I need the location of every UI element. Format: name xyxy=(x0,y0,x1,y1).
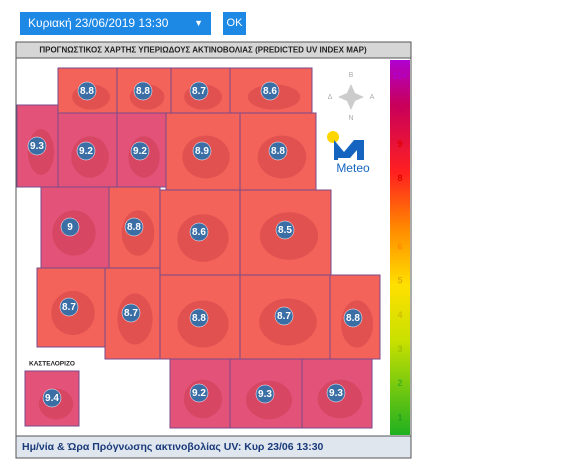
scale-label: 4 xyxy=(397,310,402,320)
scale-label: 2 xyxy=(397,378,402,388)
compass-north: B xyxy=(349,72,354,79)
value-marker xyxy=(130,141,150,161)
value-marker xyxy=(124,217,144,237)
uv-value: 8.9 xyxy=(195,146,209,157)
uv-value: 8.8 xyxy=(271,146,285,157)
value-marker xyxy=(326,383,346,403)
uv-value: 9.2 xyxy=(133,146,147,157)
value-marker xyxy=(42,388,62,408)
value-marker xyxy=(343,308,363,328)
title-bar xyxy=(15,41,412,59)
value-marker xyxy=(274,306,294,326)
uv-value: 8.7 xyxy=(124,308,138,319)
scale-label: 7 xyxy=(397,207,402,217)
uv-value: 9.2 xyxy=(79,146,93,157)
map-title: ΠΡΟΓΝΩΣΤΙΚΟΣ ΧΑΡΤΗΣ ΥΠΕΡΙΩΔΟΥΣ ΑΚΤΙΝΟΒΟΛ… xyxy=(39,46,367,55)
meteo-logo: Meteo xyxy=(327,131,370,175)
scale-label: 1 xyxy=(397,412,402,422)
compass-rose xyxy=(338,84,364,110)
footer-text: Ημ/νία & Ώρα Πρόγνωσης ακτινοβολίας UV: … xyxy=(22,441,324,453)
value-marker xyxy=(60,217,80,237)
compass-south: N xyxy=(348,115,353,122)
kastellorizo-label: ΚΑΣΤΕΛΟΡΙΖΟ xyxy=(29,361,75,368)
value-marker xyxy=(260,81,280,101)
uv-value: 9.3 xyxy=(258,389,272,400)
logo-m xyxy=(334,140,364,160)
value-marker xyxy=(189,222,209,242)
value-marker xyxy=(189,383,209,403)
uv-value: 9.2 xyxy=(192,388,206,399)
uv-value: 8.7 xyxy=(62,302,76,313)
uv-value: 9.3 xyxy=(329,388,343,399)
value-marker xyxy=(189,81,209,101)
uv-value: 8.7 xyxy=(192,86,206,97)
uv-value: 9.4 xyxy=(45,393,59,404)
ok-button[interactable]: OK xyxy=(223,12,246,35)
value-marker xyxy=(192,141,212,161)
scale-label: 5 xyxy=(397,276,402,286)
uv-value: 8.7 xyxy=(277,311,291,322)
scale-label: 11+ xyxy=(393,70,408,80)
value-marker xyxy=(255,384,275,404)
value-marker xyxy=(189,308,209,328)
value-marker xyxy=(275,220,295,240)
uv-value: 8.6 xyxy=(192,227,206,238)
scale-label: 9 xyxy=(397,139,402,149)
uv-value: 9 xyxy=(67,222,73,233)
dropdown-arrow: ▼ xyxy=(194,18,203,28)
uv-value: 8.6 xyxy=(263,86,277,97)
region-tile xyxy=(329,274,381,360)
logo-sun xyxy=(327,131,339,143)
scale-label: 10 xyxy=(395,105,405,115)
value-marker xyxy=(268,141,288,161)
uv-scale xyxy=(390,60,410,435)
uv-value: 8.8 xyxy=(346,313,360,324)
scale-label: 3 xyxy=(397,344,402,354)
uv-value: 8.8 xyxy=(80,86,94,97)
scale-label: 8 xyxy=(397,173,402,183)
value-marker xyxy=(27,136,47,156)
uv-value: 8.8 xyxy=(136,86,150,97)
footer-bar xyxy=(15,435,412,459)
region-tiles: 8.8 8.8 8.7 8.6 9.3 9.2 9.2 8.9 8.8 9 8.8 8.6 8.5 8.7… xyxy=(16,67,381,429)
uv-value: 8.5 xyxy=(278,225,292,236)
value-marker xyxy=(133,81,153,101)
scale-label: 6 xyxy=(397,241,402,251)
compass-east: A xyxy=(370,94,375,101)
value-marker xyxy=(121,303,141,323)
value-marker xyxy=(77,81,97,101)
compass: B N Δ A xyxy=(328,72,375,122)
logo-text: Meteo xyxy=(336,161,370,175)
uv-value: 8.8 xyxy=(127,222,141,233)
uv-value: 9.3 xyxy=(30,141,44,152)
uv-value: 8.8 xyxy=(192,313,206,324)
date-select-text: Κυριακή 23/06/2019 13:30 xyxy=(28,16,169,30)
value-marker xyxy=(59,297,79,317)
value-marker xyxy=(76,141,96,161)
compass-west: Δ xyxy=(328,94,333,101)
date-select[interactable]: Κυριακή 23/06/2019 13:30 ▼ xyxy=(20,12,211,35)
